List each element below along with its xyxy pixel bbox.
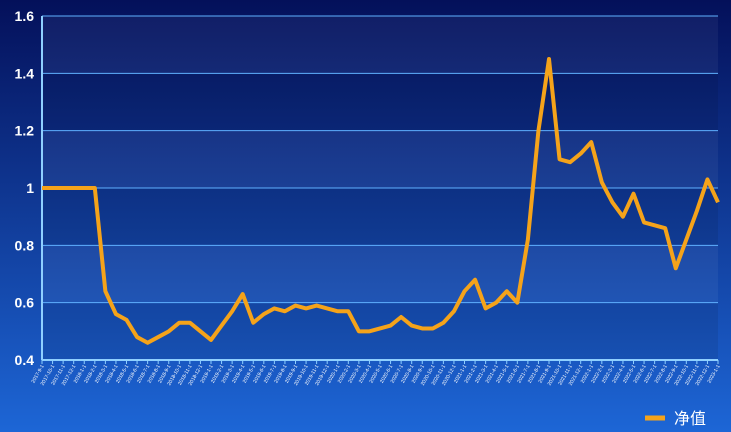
y-tick-label: 0.6 xyxy=(15,295,35,311)
band xyxy=(42,130,718,188)
band xyxy=(42,188,718,246)
y-tick-label: 1.2 xyxy=(15,123,35,139)
y-tick-label: 0.8 xyxy=(15,237,35,253)
band xyxy=(42,16,718,74)
y-tick-label: 1.6 xyxy=(15,8,35,24)
y-tick-label: 1 xyxy=(26,180,34,196)
legend-label: 净值 xyxy=(674,410,706,428)
band xyxy=(42,245,718,303)
band xyxy=(42,73,718,131)
line xyxy=(42,57,720,345)
band xyxy=(42,302,718,360)
y-tick-label: 0.4 xyxy=(15,352,35,368)
y-tick-label: 1.4 xyxy=(15,65,35,81)
